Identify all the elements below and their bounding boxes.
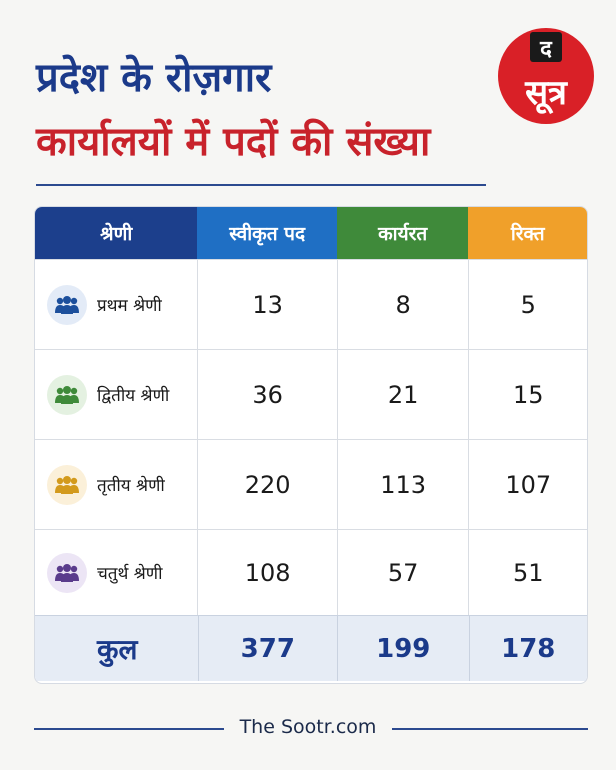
table-body: प्रथम श्रेणी 13 8 5 द्वितीय श्रेणी 36 21 15 तृती… (35, 259, 587, 615)
sanctioned-cell: 13 (197, 260, 336, 349)
group-people-icon (47, 374, 87, 415)
logo-main-text: सूत्र (524, 73, 568, 115)
group-people-icon (47, 552, 87, 593)
category-label: तृतीय श्रेणी (97, 476, 165, 496)
total-vacant: 178 (468, 616, 588, 681)
header-sanctioned: स्वीकृत पद (197, 207, 337, 259)
working-cell: 21 (336, 350, 469, 439)
logo-top-text: द (539, 37, 553, 62)
posts-table: श्रेणी स्वीकृत पद कार्यरत रिक्त प्रथम श्… (34, 206, 588, 684)
vacant-cell: 5 (468, 260, 587, 349)
category-cell: प्रथम श्रेणी (35, 260, 197, 349)
footer-brand-text: The Sootr.com (225, 716, 391, 738)
category-cell: चतुर्थ श्रेणी (35, 530, 197, 615)
total-label: कुल (97, 632, 138, 666)
footer-divider-left (34, 728, 224, 730)
table-header-row: श्रेणी स्वीकृत पद कार्यरत रिक्त (35, 207, 587, 259)
vacant-cell: 51 (468, 530, 587, 615)
total-sanctioned: 377 (197, 616, 337, 681)
table-row: चतुर्थ श्रेणी 108 57 51 (35, 529, 587, 615)
category-label: चतुर्थ श्रेणी (97, 564, 163, 584)
sanctioned-cell: 108 (197, 530, 336, 615)
group-people-icon (47, 464, 87, 505)
group-people-icon (47, 284, 87, 325)
vacant-cell: 107 (468, 440, 587, 529)
working-cell: 113 (336, 440, 469, 529)
page-title-line2: कार्यालयों में पदों की संख्या (36, 119, 431, 165)
table-row: द्वितीय श्रेणी 36 21 15 (35, 349, 587, 439)
sanctioned-cell: 36 (197, 350, 336, 439)
page-title-line1: प्रदेश के रोज़गार (36, 55, 272, 101)
header-category: श्रेणी (35, 207, 198, 259)
footer-divider-right (392, 728, 588, 730)
category-label: द्वितीय श्रेणी (97, 386, 170, 406)
header-working: कार्यरत (336, 207, 469, 259)
table-row: तृतीय श्रेणी 220 113 107 (35, 439, 587, 529)
table-row: प्रथम श्रेणी 13 8 5 (35, 259, 587, 349)
category-cell: तृतीय श्रेणी (35, 440, 197, 529)
sanctioned-cell: 220 (197, 440, 336, 529)
header-vacant: रिक्त (468, 207, 587, 259)
working-cell: 8 (336, 260, 469, 349)
title-divider (36, 184, 486, 186)
table-total-row: कुल 377 199 178 (35, 615, 587, 681)
working-cell: 57 (336, 530, 469, 615)
vacant-cell: 15 (468, 350, 587, 439)
category-label: प्रथम श्रेणी (97, 296, 162, 316)
the-sootr-logo: द सूत्र (496, 26, 596, 126)
footer-brand: The Sootr.com (0, 716, 616, 738)
total-working: 199 (337, 616, 468, 681)
category-cell: द्वितीय श्रेणी (35, 350, 197, 439)
